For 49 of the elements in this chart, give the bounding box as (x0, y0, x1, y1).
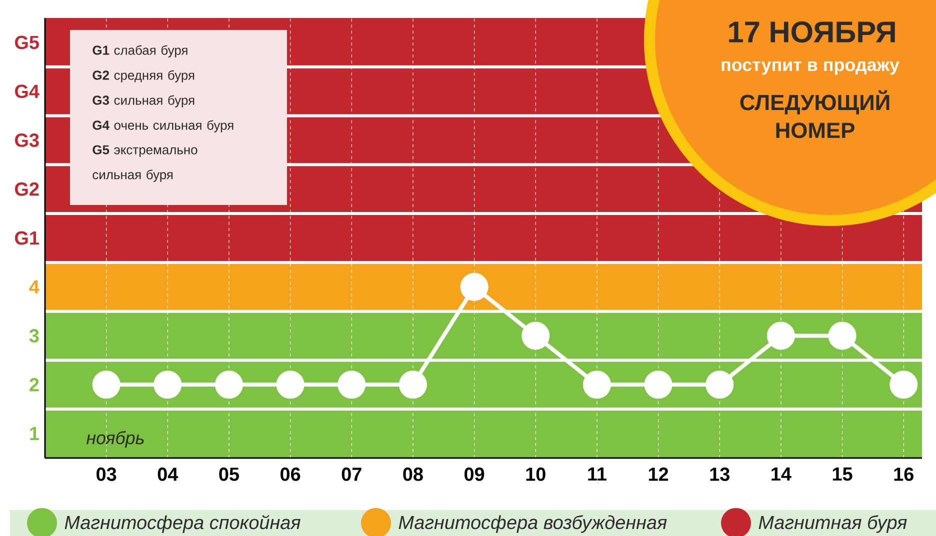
x-tick-label: 10 (526, 468, 546, 481)
x-tick-label: 05 (219, 468, 239, 481)
point (214, 370, 243, 399)
y-tick-label: 4 (29, 280, 40, 294)
legend-label: Магнитная буря (758, 515, 907, 533)
x-tick-label: 04 (158, 468, 178, 481)
y-tick-label: G1 (15, 231, 39, 245)
x-tick-label: 12 (648, 468, 668, 481)
y-tick-label: G5 (15, 36, 39, 50)
x-tick-label: 14 (772, 468, 792, 481)
y-tick-label: 1 (30, 427, 39, 440)
point (398, 370, 427, 399)
annotation: 17 НОЯБРЯ (729, 21, 895, 43)
point (460, 272, 488, 301)
y-tick-label: 2 (30, 378, 39, 392)
point (338, 370, 366, 399)
point (706, 370, 734, 399)
point (154, 370, 182, 399)
annotation: G1 слабая буря (92, 45, 188, 58)
y-tick-label: G3 (15, 134, 39, 147)
annotation: ноябрь (86, 430, 144, 448)
y-tick-label: G2 (15, 182, 39, 196)
x-tick-label: 15 (832, 468, 852, 481)
legend-label: Магнитосфера возбужденная (398, 515, 667, 533)
x-tick-label: 16 (894, 468, 914, 481)
point (276, 370, 304, 399)
y-tick-label: G4 (15, 84, 40, 98)
x-tick-label: 13 (710, 468, 730, 481)
annotation: G3 сильная буря (92, 95, 194, 108)
x-tick-label: 11 (588, 468, 606, 481)
legend-label: Магнитосфера спокойная (64, 515, 300, 533)
x-tick-label: 09 (464, 468, 484, 481)
point (766, 322, 795, 350)
point (92, 370, 120, 399)
annotation: G5 экстремально сильная буря (92, 145, 198, 182)
x-tick-label: 03 (96, 468, 116, 481)
point (828, 322, 856, 350)
annotation: G4 очень сильная буря (92, 120, 234, 132)
annotation: G2 средняя буря (92, 70, 194, 82)
x-tick-label: 08 (403, 468, 423, 481)
point (522, 322, 550, 350)
x-tick-label: 07 (342, 468, 362, 481)
annotation: СЛЕДУЮЩИЙ НОМЕР (740, 90, 890, 138)
x-tick-label: 06 (280, 468, 300, 481)
point (582, 370, 611, 399)
y-tick-label: 3 (29, 329, 39, 342)
point (644, 370, 672, 399)
annotation: поступит в продажу (722, 61, 900, 75)
point (890, 370, 918, 399)
